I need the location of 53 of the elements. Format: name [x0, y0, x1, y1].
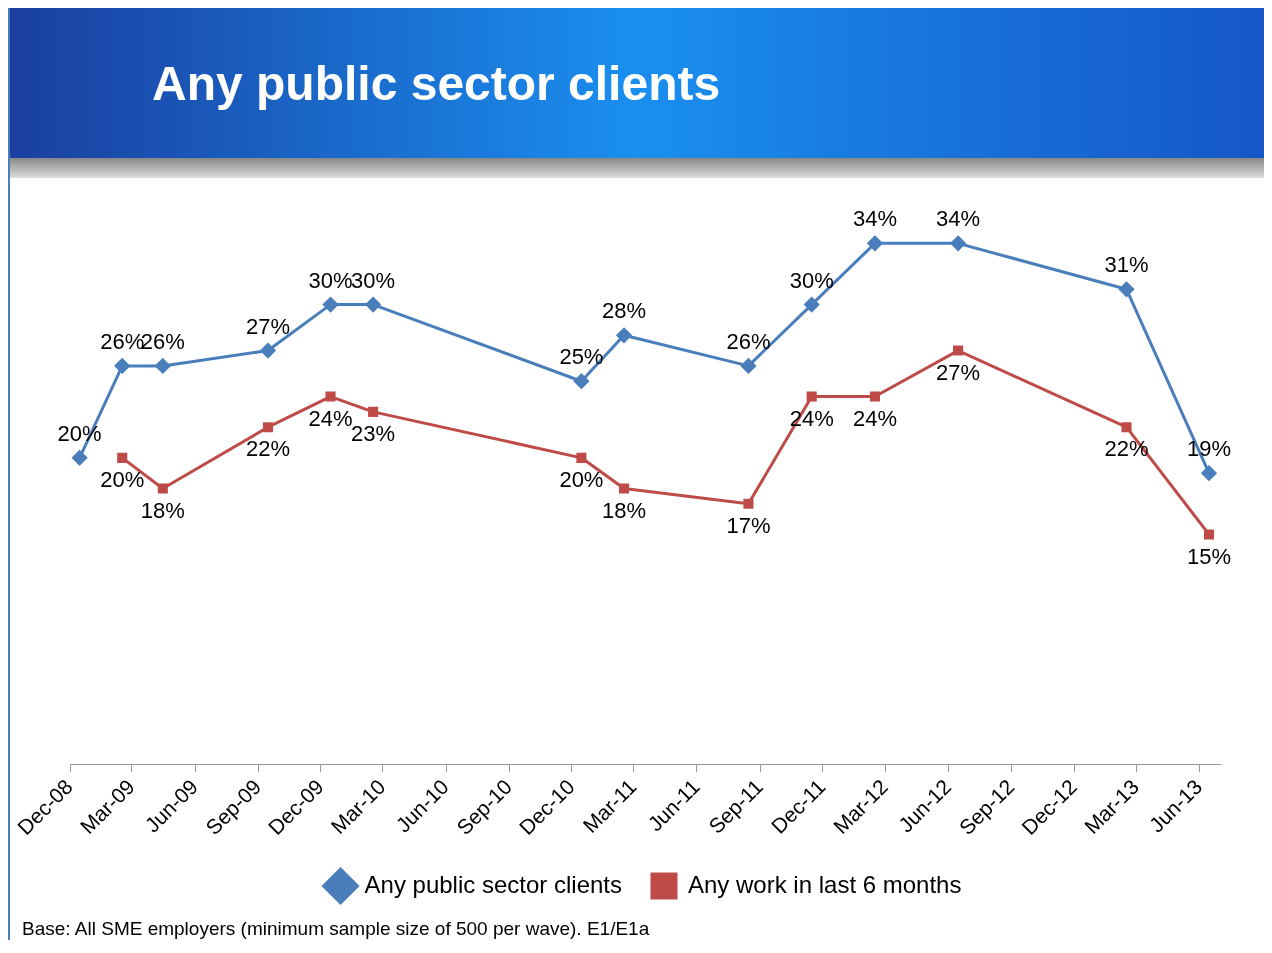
point — [260, 343, 276, 359]
point — [262, 422, 273, 433]
point — [869, 391, 880, 402]
point — [323, 297, 339, 313]
data-label: 30% — [351, 267, 396, 293]
legend-label: Any public sector clients — [364, 870, 623, 898]
point — [368, 406, 379, 417]
point — [1119, 281, 1135, 297]
data-label: 22% — [245, 436, 290, 462]
data-label: 17% — [726, 512, 771, 538]
chart-title: Any public sector clients — [152, 55, 721, 111]
data-label: 23% — [351, 420, 396, 446]
data-label: 26% — [100, 328, 145, 354]
point — [325, 391, 336, 402]
point — [114, 358, 130, 374]
point — [117, 452, 128, 463]
data-label: 27% — [936, 359, 981, 385]
point — [616, 327, 632, 343]
point — [1201, 465, 1217, 481]
data-label: 20% — [559, 466, 604, 492]
point — [950, 235, 966, 251]
point — [573, 373, 589, 389]
point — [619, 483, 630, 494]
data-label: 30% — [789, 267, 834, 293]
data-label: 34% — [852, 206, 897, 232]
data-label: 15% — [1186, 543, 1232, 569]
data-label: 27% — [245, 313, 290, 339]
point — [157, 483, 168, 494]
point — [365, 297, 381, 313]
data-label: 31% — [1104, 252, 1149, 278]
data-label: 25% — [559, 344, 604, 370]
point — [804, 297, 820, 313]
point — [1121, 422, 1132, 433]
data-label: 28% — [602, 298, 647, 324]
point — [743, 498, 754, 509]
point — [806, 391, 817, 402]
data-label: 18% — [140, 497, 185, 523]
point — [1203, 529, 1215, 540]
legend-label: Any work in last 6 months — [688, 870, 962, 898]
data-label: 24% — [308, 405, 353, 431]
point — [867, 235, 883, 251]
data-label: 30% — [308, 267, 353, 293]
data-label: 20% — [100, 466, 145, 492]
point — [155, 358, 171, 374]
data-label: 18% — [602, 497, 647, 523]
point — [740, 358, 756, 374]
data-label: 24% — [852, 405, 897, 431]
point — [576, 452, 587, 463]
text: Base: All SME employers (minimum sample size of 500 per wave). E1/E1a — [22, 918, 651, 940]
data-label: 26% — [726, 328, 771, 354]
point — [953, 345, 964, 356]
point — [72, 450, 88, 466]
data-label: 34% — [936, 206, 981, 232]
